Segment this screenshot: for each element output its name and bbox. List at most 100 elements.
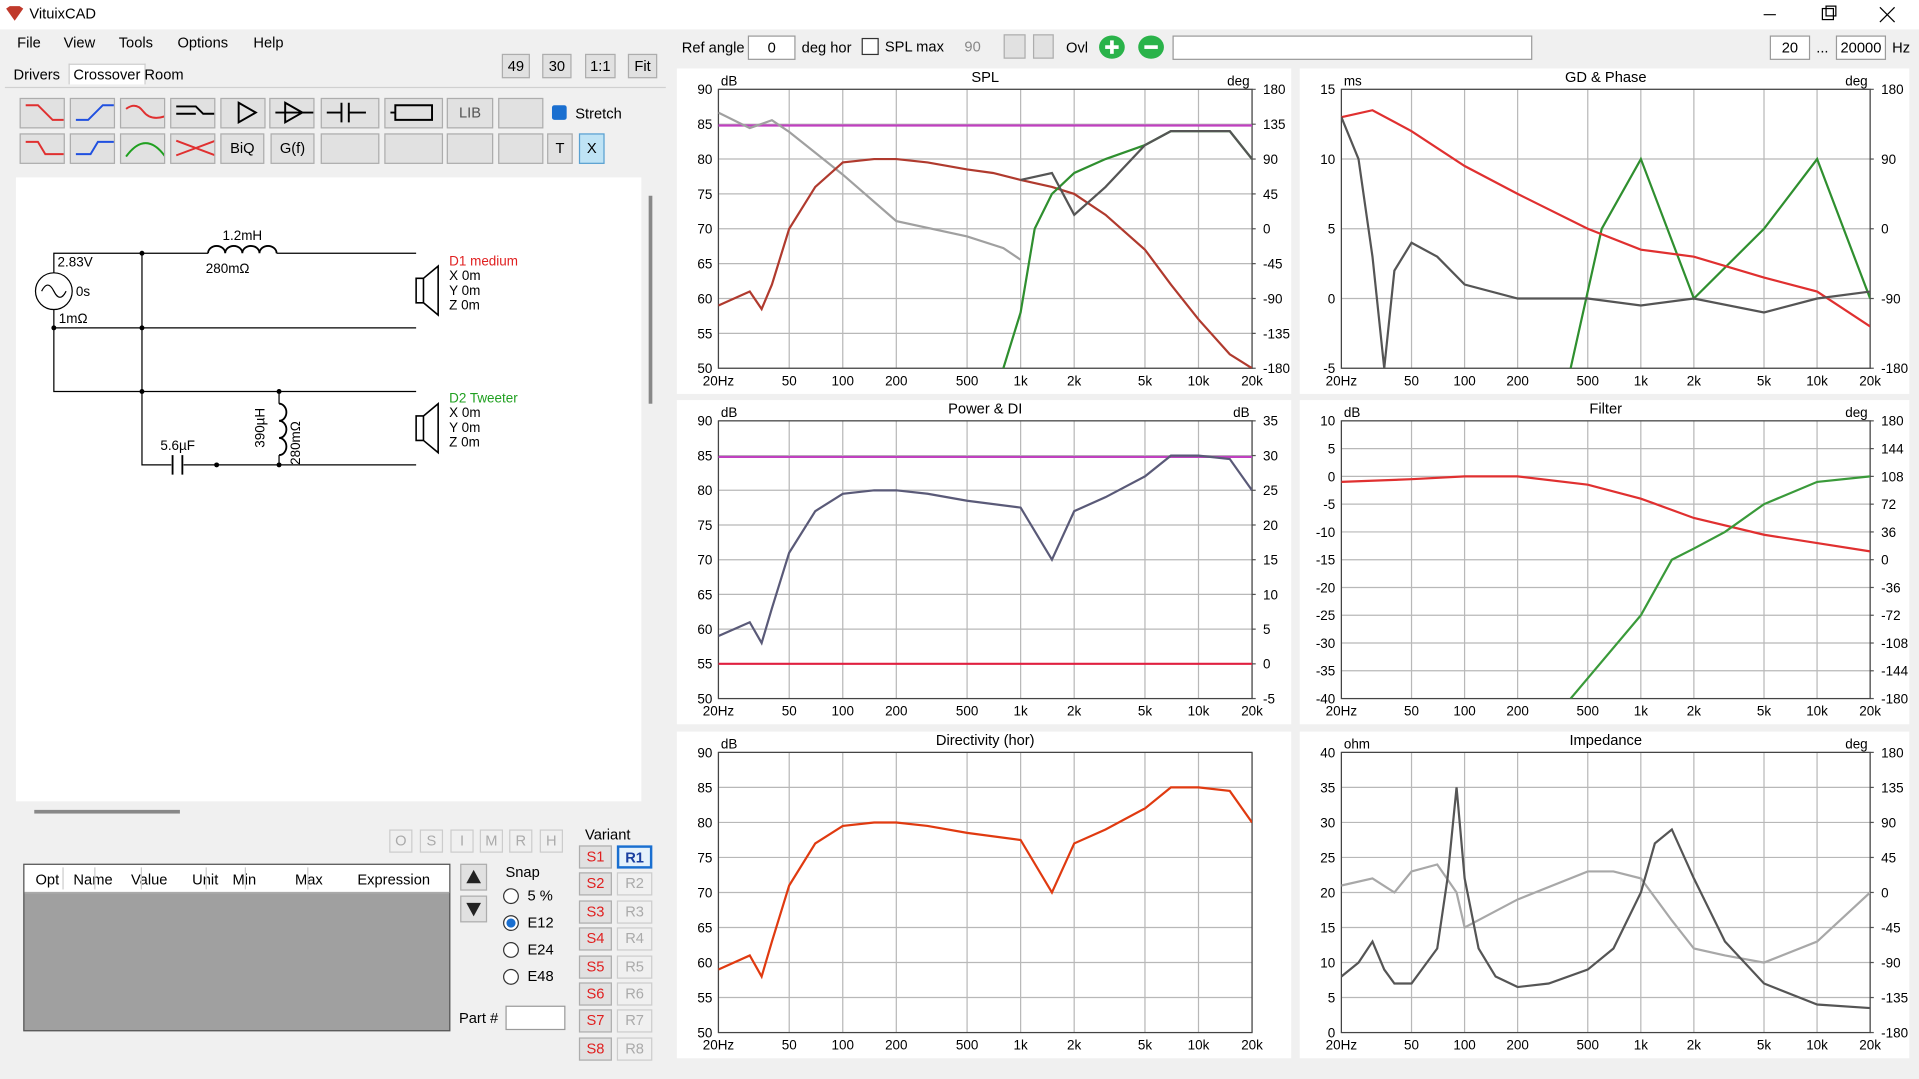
- y2-unit: deg: [1845, 74, 1867, 89]
- zoom-button[interactable]: 49: [501, 53, 530, 79]
- y2-tick-label: 0: [1881, 885, 1888, 900]
- variant-s-button[interactable]: S7: [578, 1009, 612, 1034]
- vertical-scrollbar[interactable]: [648, 195, 653, 404]
- tab[interactable]: Crossover: [68, 63, 146, 85]
- snap-option: E12: [527, 913, 554, 932]
- y2-tick-label: -135: [1263, 326, 1290, 341]
- move-button[interactable]: [460, 895, 488, 923]
- stretch-checkbox[interactable]: [551, 105, 567, 120]
- column-separator: [205, 867, 207, 890]
- tab[interactable]: Room: [144, 66, 184, 84]
- y-tick-label: 25: [1320, 850, 1335, 865]
- menu-item[interactable]: File: [17, 34, 41, 52]
- spin-button[interactable]: [1003, 34, 1026, 59]
- snap-radio[interactable]: [503, 888, 519, 905]
- zoom-button[interactable]: Fit: [627, 53, 658, 79]
- component-button[interactable]: [19, 97, 65, 129]
- part-input[interactable]: [505, 1005, 566, 1031]
- variant-r-button[interactable]: R2: [616, 872, 653, 897]
- y-unit: dB: [721, 737, 737, 752]
- horizontal-scrollbar[interactable]: [34, 809, 180, 814]
- variant-r-button[interactable]: R8: [616, 1037, 653, 1061]
- chart-title: Power & DI: [948, 402, 1022, 418]
- lib-button[interactable]: LIB: [446, 97, 494, 129]
- wire-button[interactable]: [498, 97, 544, 129]
- variant-s-button[interactable]: S3: [578, 900, 612, 924]
- y2-tick-label: -72: [1881, 608, 1900, 623]
- component-button[interactable]: [320, 133, 380, 164]
- component-button[interactable]: [384, 97, 444, 129]
- y-tick-label: 0: [1328, 291, 1335, 306]
- snap-radio[interactable]: [503, 942, 519, 958]
- component-button[interactable]: [220, 97, 266, 129]
- flag-button[interactable]: H: [539, 829, 563, 853]
- x-tick-label: 10k: [1806, 373, 1828, 388]
- flag-button[interactable]: I: [450, 829, 474, 853]
- variant-s-button[interactable]: S1: [578, 845, 612, 869]
- f-max-input[interactable]: 20000: [1835, 35, 1887, 60]
- menu-item[interactable]: Tools: [118, 34, 154, 52]
- component-button[interactable]: [498, 133, 544, 164]
- component-button[interactable]: [320, 97, 380, 129]
- spin-button[interactable]: [1032, 34, 1054, 59]
- component-button[interactable]: [119, 97, 166, 129]
- y2-tick-label: -90: [1881, 291, 1900, 306]
- variant-r-button[interactable]: R1: [616, 845, 653, 869]
- snap-radio[interactable]: [503, 968, 519, 985]
- variant-s-button[interactable]: S4: [578, 927, 612, 951]
- component-button[interactable]: [170, 97, 216, 129]
- component-button[interactable]: [384, 133, 444, 164]
- x-tick-label: 5k: [1138, 704, 1152, 719]
- variant-r-button[interactable]: R3: [616, 900, 653, 924]
- ref-angle-input[interactable]: 0: [747, 35, 796, 60]
- y2-tick-label: 45: [1263, 187, 1278, 202]
- menu-item[interactable]: View: [63, 34, 96, 52]
- y2-tick-label: 180: [1263, 82, 1285, 97]
- x-tick-label: 20k: [1241, 1038, 1263, 1053]
- flag-button[interactable]: O: [389, 829, 413, 853]
- flag-button[interactable]: R: [509, 829, 533, 853]
- variant-s-button[interactable]: S8: [578, 1037, 612, 1061]
- x-tick-label: 500: [956, 373, 978, 388]
- overlay-input[interactable]: [1172, 35, 1533, 60]
- f-min-input[interactable]: 20: [1769, 35, 1811, 60]
- voltage-source: [34, 272, 73, 311]
- menu-item[interactable]: Options: [177, 34, 229, 52]
- variant-s-button[interactable]: S5: [578, 954, 612, 979]
- filter-button[interactable]: [119, 133, 167, 164]
- variant-s-button[interactable]: S2: [578, 872, 612, 897]
- y-tick-label: 60: [697, 622, 712, 637]
- component-button[interactable]: [269, 97, 315, 129]
- filter-button[interactable]: [69, 133, 116, 164]
- filter-button[interactable]: [170, 133, 216, 164]
- tab[interactable]: Drivers: [13, 66, 60, 84]
- variant-s-button[interactable]: S6: [578, 982, 612, 1006]
- flag-button[interactable]: S: [419, 829, 444, 853]
- snap-radio[interactable]: [503, 915, 519, 932]
- y-tick-label: 5: [1328, 442, 1335, 457]
- y-tick-label: 55: [697, 990, 712, 1005]
- component-button[interactable]: [446, 133, 494, 164]
- minus-h: [1144, 45, 1158, 49]
- x-button[interactable]: X: [578, 133, 605, 164]
- zoom-button[interactable]: 1:1: [585, 53, 616, 79]
- icon-shape: [175, 139, 216, 157]
- variant-r-button[interactable]: R5: [616, 954, 653, 979]
- spl-max-checkbox[interactable]: [861, 37, 879, 56]
- zoom-button[interactable]: 30: [542, 53, 572, 79]
- flag-button[interactable]: M: [479, 829, 504, 853]
- driver-y: Y 0m: [449, 420, 480, 435]
- biq-button[interactable]: BiQ: [220, 133, 265, 164]
- x-tick-label: 500: [1577, 373, 1599, 388]
- menu-item[interactable]: Help: [253, 34, 284, 52]
- variant-r-button[interactable]: R7: [616, 1009, 653, 1034]
- y-tick-label: -5: [1323, 361, 1335, 376]
- component-button[interactable]: [69, 97, 116, 129]
- gf-button[interactable]: G(f): [270, 133, 315, 164]
- variant-r-button[interactable]: R6: [616, 982, 653, 1006]
- y2-tick-label: 0: [1263, 657, 1270, 672]
- filter-button[interactable]: [19, 133, 65, 164]
- variant-r-button[interactable]: R4: [616, 927, 653, 951]
- window-controls[interactable]: [1750, 4, 1909, 26]
- t-button[interactable]: T: [547, 133, 573, 164]
